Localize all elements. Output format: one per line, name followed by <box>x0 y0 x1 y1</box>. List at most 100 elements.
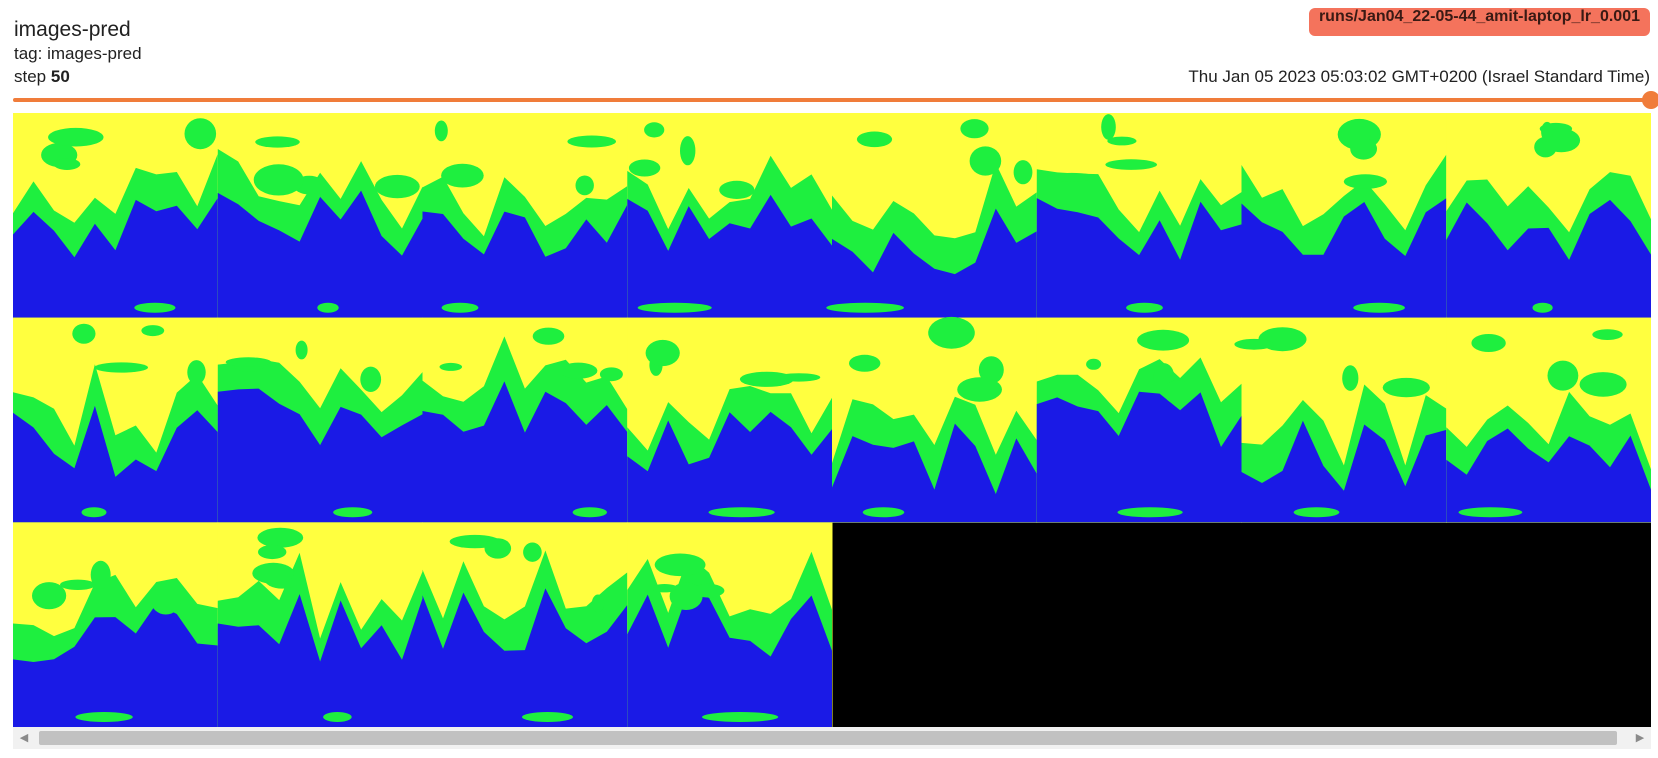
tile-land-patch <box>360 366 382 392</box>
tile-shore-patch <box>1532 302 1553 313</box>
tile-water <box>422 588 628 727</box>
tile-shore-patch <box>81 507 107 518</box>
tile-land-patch <box>567 135 616 148</box>
horizontal-scrollbar[interactable]: ◀ ▶ <box>13 727 1651 749</box>
tile-land-patch <box>669 582 703 610</box>
tile-shore-patch <box>572 507 607 518</box>
tile-land-patch <box>599 367 623 382</box>
timestamp: Thu Jan 05 2023 05:03:02 GMT+0200 (Israe… <box>1188 67 1650 86</box>
tile-water <box>627 590 832 727</box>
tile-water <box>627 194 832 318</box>
run-name: runs/Jan04_22-05-44_amit-laptop_lr_0.001 <box>1318 8 1640 25</box>
tile-water <box>832 208 1037 318</box>
tile-land-patch <box>960 119 989 139</box>
tile-land-patch <box>225 357 272 367</box>
tile-water <box>1036 198 1242 318</box>
tile-land-patch <box>1047 172 1097 182</box>
tile-land-patch <box>1341 120 1371 148</box>
tile-land-patch <box>255 136 300 148</box>
tile-land-patch <box>90 560 111 589</box>
tile-water <box>1036 391 1242 523</box>
tile-land-patch <box>645 339 680 367</box>
tile-land-patch <box>1592 329 1623 340</box>
prediction-image <box>13 113 1651 727</box>
tile-shore-patch <box>134 302 176 313</box>
tile-land-patch <box>252 562 295 584</box>
tile-shore-patch <box>1353 302 1405 313</box>
step-value: 50 <box>50 67 70 86</box>
tile-shore-patch <box>826 302 904 313</box>
tile-land-patch <box>559 362 598 379</box>
tile-land-patch <box>591 594 605 613</box>
tile-land-patch <box>1547 360 1579 391</box>
tile-land-patch <box>434 120 448 142</box>
tile-land-patch <box>856 131 893 148</box>
segmentation-grid <box>13 113 1651 727</box>
tile-land-patch <box>1101 114 1116 140</box>
tile-shore-patch <box>862 507 905 518</box>
tile-shore-patch <box>323 712 352 722</box>
tile-land-patch <box>628 159 661 177</box>
tile-land-patch <box>1342 365 1359 391</box>
scroll-left-icon[interactable]: ◀ <box>19 732 29 744</box>
tile-shore-patch <box>1126 302 1163 313</box>
tile-land-patch <box>957 377 1002 402</box>
tile-land-patch <box>150 586 181 615</box>
tile-land-patch <box>719 180 755 199</box>
tile-land-patch <box>53 158 81 170</box>
tile-water <box>13 198 218 318</box>
tile-land-patch <box>1086 358 1102 370</box>
tile-land-patch <box>1105 159 1157 170</box>
tag-label: tag: images-pred <box>14 44 142 63</box>
scroll-thumb[interactable] <box>39 731 1617 745</box>
tile-land-patch <box>1234 338 1274 350</box>
tile-land-patch <box>253 164 304 196</box>
tile-land-patch <box>1579 372 1627 397</box>
tile-shore-patch <box>75 712 133 722</box>
tile-land-patch <box>928 316 975 349</box>
tile-shore-patch <box>1293 507 1340 518</box>
tile-land-patch <box>48 127 104 147</box>
tile-land-patch <box>295 340 308 360</box>
tile-water <box>1241 420 1447 523</box>
tile-shore-patch <box>441 302 479 313</box>
step-slider-track[interactable] <box>13 98 1649 102</box>
scroll-right-icon[interactable]: ▶ <box>1635 732 1645 744</box>
tile-land-patch <box>523 542 542 562</box>
tile-water <box>422 204 628 318</box>
tile-land-patch <box>1137 329 1190 351</box>
tile-land-patch <box>1471 334 1506 352</box>
tile-shore-patch <box>1117 507 1183 518</box>
tile-water <box>1446 199 1651 318</box>
tile-land-patch <box>187 360 206 385</box>
tile-land-patch <box>1013 160 1033 185</box>
tile-land-patch <box>1107 136 1137 146</box>
step-slider-thumb[interactable] <box>1642 91 1658 109</box>
tile-land-patch <box>31 582 67 610</box>
tile-land-patch <box>60 579 96 590</box>
tile-land-patch <box>978 356 1004 384</box>
tile-land-patch <box>654 553 706 577</box>
tile-land-patch <box>484 538 512 559</box>
tile-shore-patch <box>708 507 775 518</box>
tile-land-patch <box>575 175 594 196</box>
run-badge: runs/Jan04_22-05-44_amit-laptop_lr_0.001 <box>1308 8 1650 36</box>
step-label: step 50 <box>14 67 70 87</box>
tile-land-patch <box>1382 377 1430 398</box>
tile-land-patch <box>258 544 287 560</box>
tile-land-patch <box>777 373 821 382</box>
tile-shore-patch <box>1458 507 1523 518</box>
tile-land-patch <box>94 362 148 373</box>
tile-land-patch <box>439 362 463 371</box>
tile-water <box>13 603 218 727</box>
tile-water <box>627 411 832 523</box>
tile-shore-patch <box>317 302 339 313</box>
tile-water <box>1446 428 1651 523</box>
tile-water <box>217 190 423 318</box>
tile-land-patch <box>1343 174 1387 189</box>
tile-shore-patch <box>702 712 779 722</box>
tile-land-patch <box>1163 380 1192 404</box>
tile-land-patch <box>72 323 96 344</box>
tile-shore-patch <box>333 507 373 518</box>
